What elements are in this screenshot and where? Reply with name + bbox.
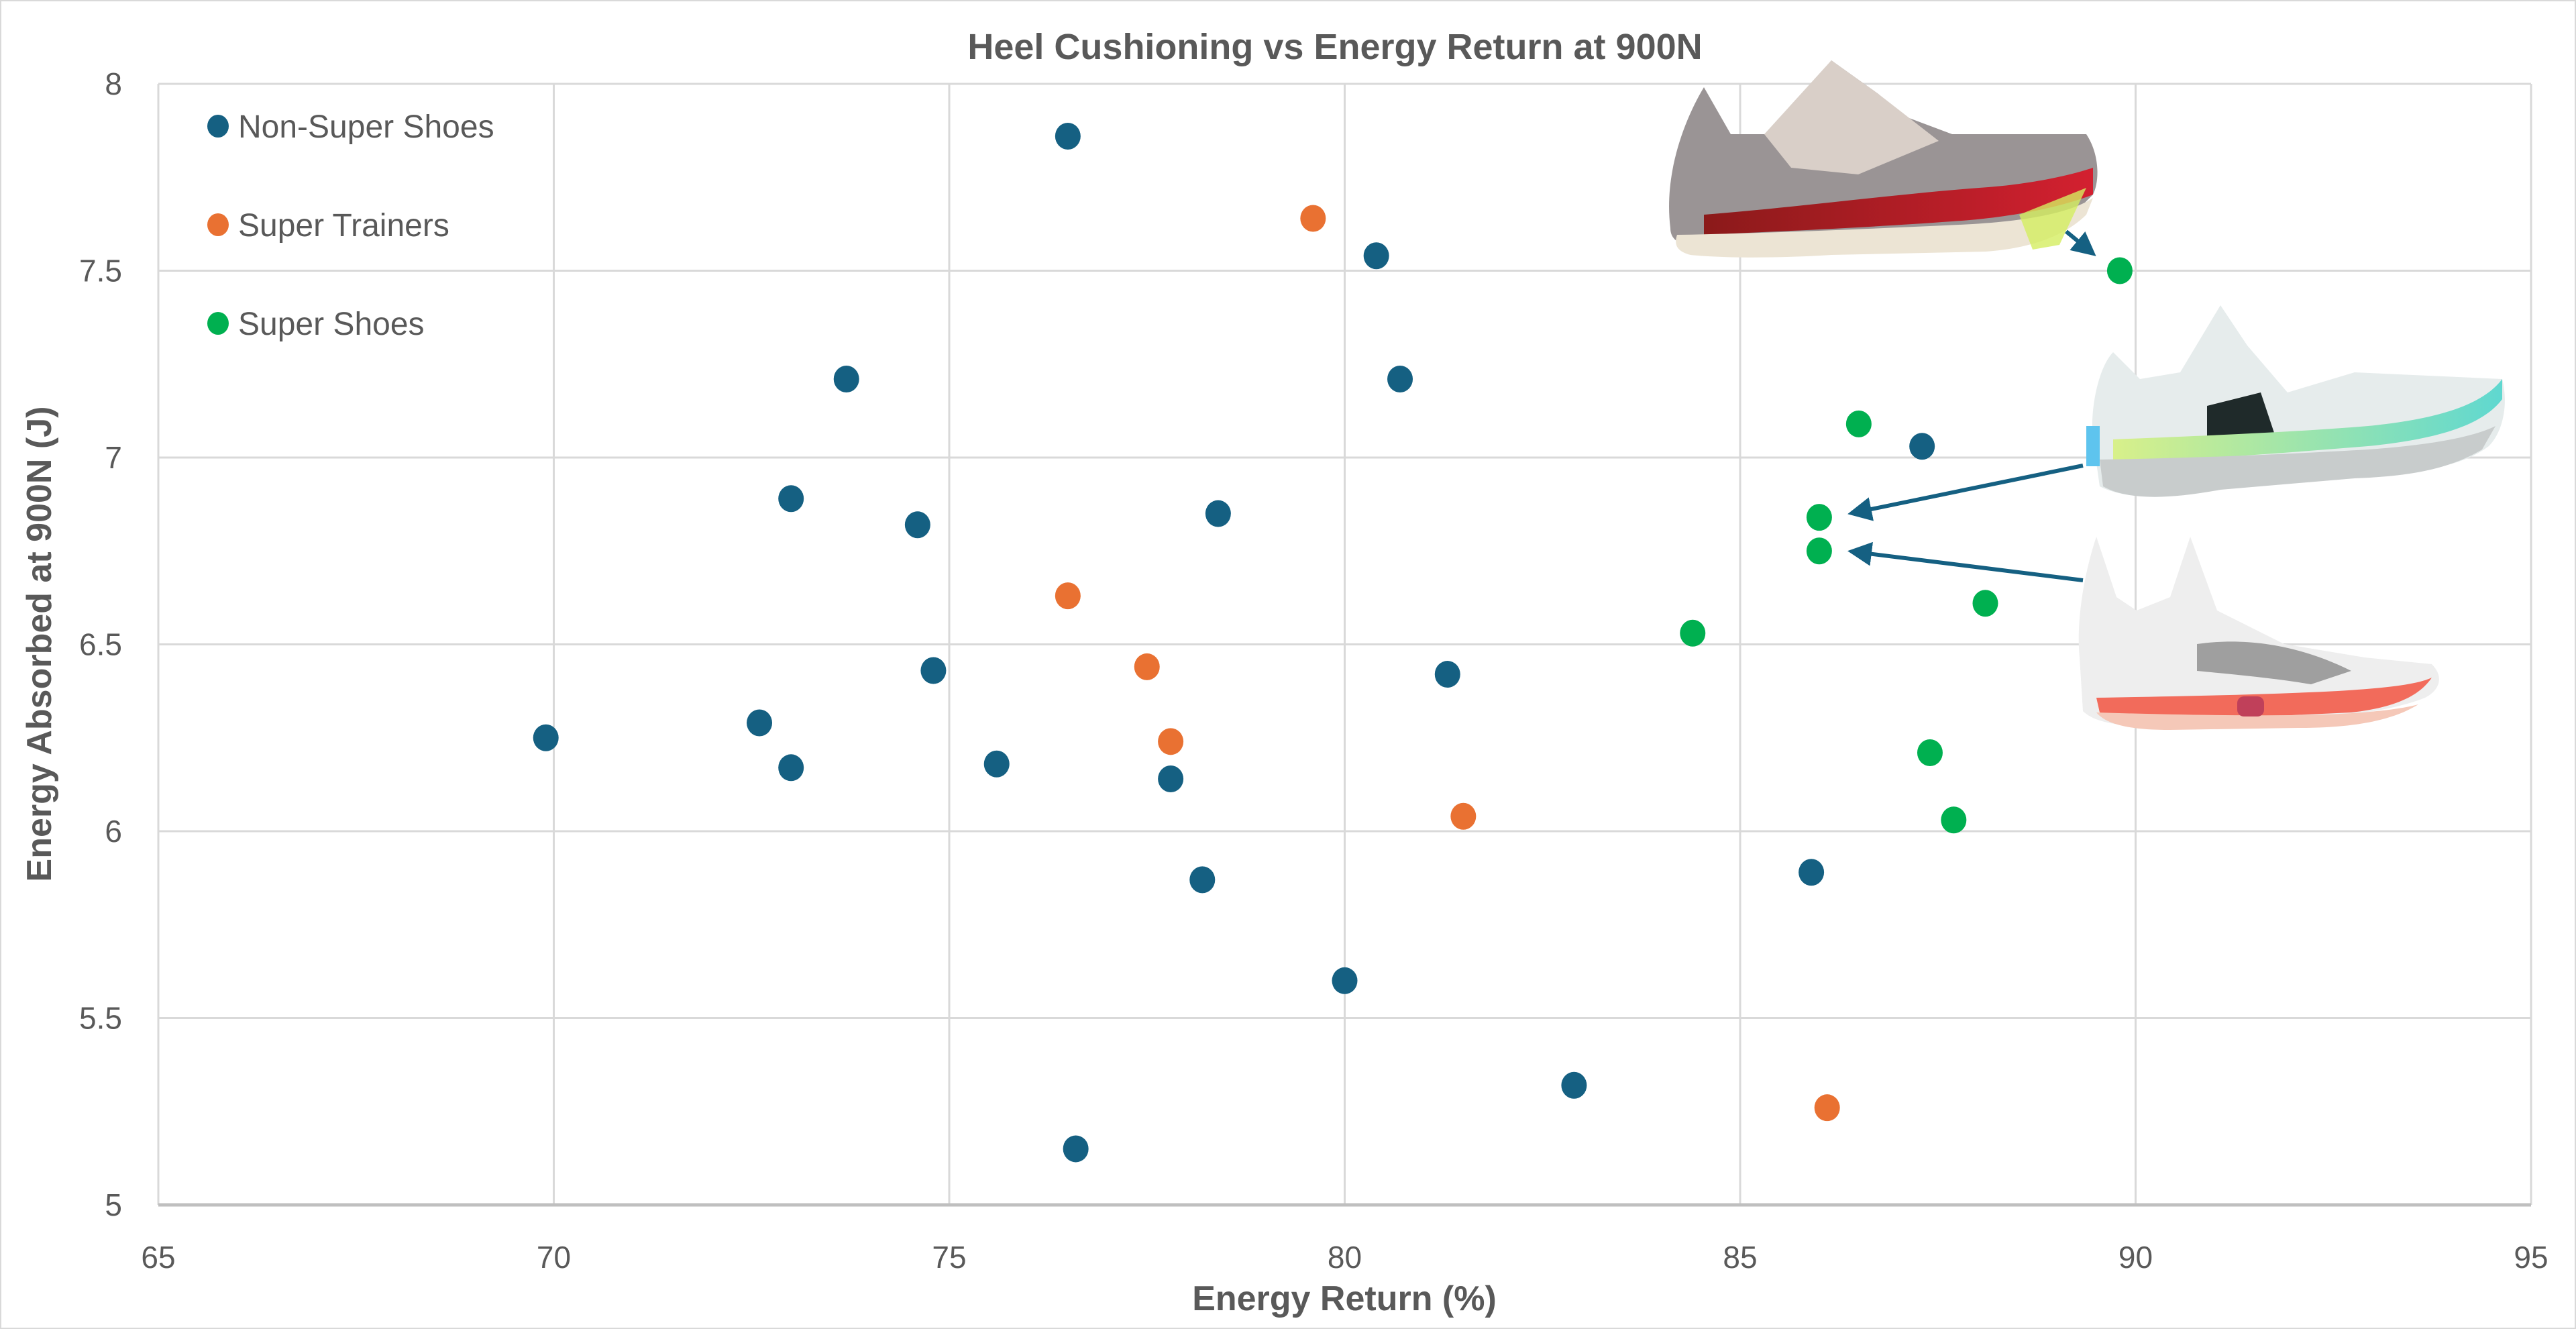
shoe-image-1 bbox=[1669, 60, 2098, 258]
data-point[interactable] bbox=[1134, 653, 1160, 680]
y-tick-label: 7 bbox=[105, 440, 122, 475]
data-point[interactable] bbox=[1561, 1071, 1587, 1099]
data-point[interactable] bbox=[1845, 410, 1872, 437]
gridlines bbox=[157, 83, 2532, 1207]
tick-labels: 65 70 75 80 85 90 95 5 5.5 6 6.5 7 7.5 8 bbox=[79, 66, 2548, 1275]
data-point[interactable] bbox=[1205, 500, 1231, 527]
data-point[interactable] bbox=[1909, 433, 1935, 460]
data-point[interactable] bbox=[778, 485, 804, 513]
annotation-arrow-2 bbox=[1847, 464, 2084, 521]
x-tick-label: 70 bbox=[537, 1240, 571, 1275]
legend-label: Super Trainers bbox=[238, 208, 449, 244]
y-tick-label: 5.5 bbox=[79, 1001, 122, 1036]
y-tick-label: 8 bbox=[105, 66, 122, 101]
data-point[interactable] bbox=[778, 754, 804, 782]
data-point[interactable] bbox=[533, 724, 559, 751]
x-tick-label: 75 bbox=[932, 1240, 966, 1275]
series-super-trainers bbox=[1055, 205, 1840, 1122]
x-tick-label: 65 bbox=[141, 1240, 175, 1275]
legend: Non-Super Shoes Super Trainers Super Shoes bbox=[207, 109, 494, 342]
legend-item: Super Shoes bbox=[207, 307, 425, 342]
data-points bbox=[533, 122, 2133, 1163]
data-point[interactable] bbox=[1300, 205, 1326, 232]
data-point[interactable] bbox=[1806, 537, 1832, 565]
data-point[interactable] bbox=[920, 657, 947, 684]
x-tick-label: 90 bbox=[2118, 1240, 2153, 1275]
data-point[interactable] bbox=[983, 750, 1010, 778]
data-point[interactable] bbox=[1941, 806, 1967, 834]
data-point[interactable] bbox=[1434, 661, 1460, 688]
y-tick-label: 6.5 bbox=[79, 627, 122, 662]
shoe-image-2 bbox=[2086, 305, 2505, 497]
data-point[interactable] bbox=[1055, 122, 1081, 150]
x-axis-title: Energy Return (%) bbox=[1192, 1279, 1497, 1318]
y-tick-label: 5 bbox=[105, 1187, 122, 1222]
y-tick-label: 6 bbox=[105, 814, 122, 849]
data-point[interactable] bbox=[1055, 582, 1081, 610]
x-tick-label: 95 bbox=[2514, 1240, 2548, 1275]
legend-item: Non-Super Shoes bbox=[207, 109, 494, 145]
data-point[interactable] bbox=[2106, 257, 2133, 284]
legend-item: Super Trainers bbox=[207, 208, 449, 244]
data-point[interactable] bbox=[1063, 1135, 1089, 1163]
data-point[interactable] bbox=[1158, 728, 1184, 755]
legend-marker bbox=[207, 213, 229, 236]
data-point[interactable] bbox=[1917, 739, 1943, 767]
data-point[interactable] bbox=[833, 366, 859, 393]
x-tick-label: 85 bbox=[1723, 1240, 1757, 1275]
series-super-shoes bbox=[1680, 257, 2133, 834]
legend-marker bbox=[207, 312, 229, 335]
data-point[interactable] bbox=[1972, 590, 1998, 617]
data-point[interactable] bbox=[1680, 619, 1706, 647]
shoe-image-3 bbox=[2078, 537, 2439, 730]
annotation-arrow-3 bbox=[1847, 541, 2084, 582]
y-axis-title: Energy Absorbed at 900N (J) bbox=[20, 407, 59, 882]
data-point[interactable] bbox=[1814, 1094, 1840, 1122]
data-point[interactable] bbox=[1189, 866, 1216, 894]
data-point[interactable] bbox=[1158, 765, 1184, 793]
legend-marker bbox=[207, 115, 229, 138]
data-point[interactable] bbox=[904, 511, 930, 539]
data-point[interactable] bbox=[1363, 242, 1389, 270]
x-tick-label: 80 bbox=[1328, 1240, 1362, 1275]
chart-title: Heel Cushioning vs Energy Return at 900N bbox=[967, 27, 1702, 67]
data-point[interactable] bbox=[1806, 504, 1832, 531]
data-point[interactable] bbox=[1799, 859, 1825, 886]
series-non-super-shoes bbox=[533, 122, 1935, 1163]
legend-label: Super Shoes bbox=[238, 307, 425, 342]
data-point[interactable] bbox=[1332, 967, 1358, 994]
data-point[interactable] bbox=[1387, 366, 1413, 393]
annotation-arrow-1 bbox=[2065, 229, 2096, 256]
data-point[interactable] bbox=[747, 709, 773, 737]
y-tick-label: 7.5 bbox=[79, 254, 122, 288]
data-point[interactable] bbox=[1450, 802, 1477, 830]
legend-label: Non-Super Shoes bbox=[238, 109, 494, 145]
